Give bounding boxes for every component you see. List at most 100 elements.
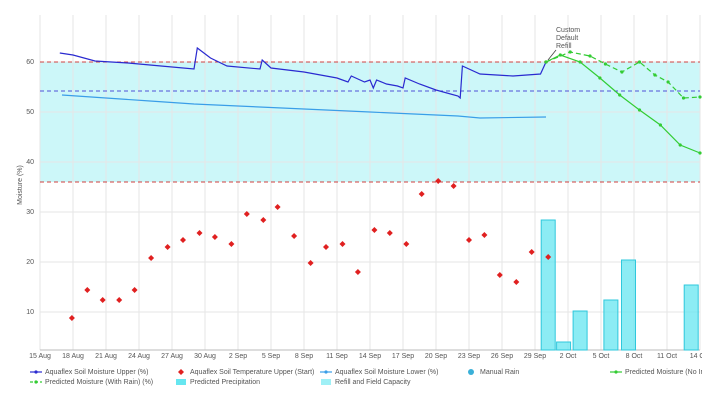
- x-tick-label: 8 Sep: [295, 353, 313, 360]
- legend-item: Predicted Moisture (With Rain) (%): [30, 379, 153, 386]
- x-tick-label: 27 Aug: [161, 353, 183, 360]
- scatter-point: [260, 217, 267, 223]
- y-tick-label: 50: [26, 109, 34, 116]
- x-tick-label: 26 Sep: [491, 353, 513, 360]
- series-point: [603, 62, 608, 66]
- series-point: [666, 80, 670, 84]
- scatter-point: [435, 178, 442, 184]
- scatter-point: [131, 287, 138, 293]
- legend-item: Aquaflex Soil Temperature Upper (Start): [178, 369, 314, 376]
- scatter-point: [148, 255, 155, 261]
- scatter-point: [243, 211, 250, 217]
- precipitation-bar: [540, 219, 556, 351]
- series-point: [618, 93, 622, 97]
- scatter-point: [354, 269, 361, 275]
- scatter-point: [68, 315, 75, 321]
- y-tick-label: 20: [26, 259, 34, 266]
- legend-item: Aquaflex Soil Moisture Upper (%): [30, 369, 149, 376]
- series-point: [588, 54, 592, 58]
- x-tick-label: 2 Sep: [229, 353, 247, 360]
- x-tick-label: 2 Oct: [560, 353, 577, 360]
- x-tick-label: 30 Aug: [194, 353, 216, 360]
- x-tick-label: 18 Aug: [62, 353, 84, 360]
- legend-label: Refill and Field Capacity: [335, 379, 411, 386]
- scatter-point: [418, 191, 425, 197]
- precipitation-bar: [621, 259, 636, 351]
- x-tick-label: 17 Sep: [392, 353, 414, 360]
- scatter-point: [274, 204, 281, 210]
- scatter-point: [196, 230, 203, 236]
- precipitation-bar: [603, 299, 619, 351]
- scatter-point: [386, 230, 393, 236]
- y-axis-label: Moisture (%): [17, 165, 24, 205]
- x-tick-label: 23 Sep: [458, 353, 480, 360]
- legend-label: Aquaflex Soil Moisture Lower (%): [335, 369, 439, 376]
- scatter-point: [180, 237, 186, 243]
- series-line: [61, 94, 547, 119]
- scatter-point: [211, 234, 218, 240]
- series-point: [598, 76, 602, 80]
- precipitation-bar: [572, 310, 588, 351]
- series-point: [698, 95, 702, 99]
- x-tick-label: 24 Aug: [128, 353, 150, 360]
- scatter-point: [99, 297, 106, 303]
- scatter-point: [339, 241, 346, 247]
- series-point: [653, 73, 657, 77]
- series-point: [658, 123, 663, 127]
- scatter-point: [528, 249, 535, 255]
- scatter-point: [323, 244, 329, 250]
- legend-label: Manual Rain: [480, 369, 519, 376]
- series-point: [678, 143, 682, 147]
- x-tick-label: 14 Sep: [359, 353, 381, 360]
- y-tick-label: 30: [26, 209, 34, 216]
- scatter-point: [228, 241, 235, 247]
- scatter-point: [496, 272, 503, 278]
- series-point: [637, 60, 642, 64]
- x-tick-label: 21 Aug: [95, 353, 117, 360]
- y-tick-label: 10: [26, 309, 34, 316]
- series-line: [545, 51, 701, 99]
- series-line: [59, 46, 547, 100]
- annotation: Refill: [556, 43, 572, 50]
- x-tick-label: 5 Sep: [262, 353, 280, 360]
- scatter-point: [481, 232, 488, 238]
- series-point: [568, 50, 572, 54]
- x-tick-label: 14 Oct: [690, 353, 702, 360]
- legend-swatch: [176, 379, 186, 385]
- x-tick-label: 29 Sep: [524, 353, 546, 360]
- scatter-point: [307, 260, 314, 266]
- legend-label: Aquaflex Soil Temperature Upper (Start): [190, 369, 314, 376]
- legend-swatch: [321, 379, 331, 385]
- legend-swatch: [614, 370, 618, 374]
- x-tick-label: 20 Sep: [425, 353, 447, 360]
- legend-label: Aquaflex Soil Moisture Upper (%): [45, 369, 149, 376]
- scatter-point: [164, 244, 171, 250]
- scatter-point: [513, 279, 520, 285]
- y-tick-label: 60: [26, 59, 34, 66]
- legend-swatch: [324, 370, 328, 374]
- x-tick-label: 5 Oct: [593, 353, 610, 360]
- legend-item: Predicted Moisture (No Irr) (%): [610, 369, 702, 376]
- x-tick-label: 11 Oct: [657, 353, 677, 360]
- series-point: [578, 60, 582, 64]
- scatter-point: [116, 297, 123, 303]
- y-tick-label: 40: [26, 159, 34, 166]
- series-point: [544, 60, 548, 64]
- legend-swatch: [34, 370, 38, 374]
- series-point: [637, 108, 642, 112]
- series-point: [620, 70, 624, 74]
- precipitation-bar: [556, 341, 572, 351]
- scatter-point: [545, 254, 552, 260]
- scatter-point: [403, 241, 410, 247]
- series-point: [698, 151, 702, 155]
- x-tick-label: 15 Aug: [29, 353, 51, 360]
- precipitation-bar: [683, 284, 699, 351]
- legend-swatch: [468, 369, 474, 375]
- legend-swatch: [178, 369, 184, 375]
- legend-swatch: [34, 380, 38, 384]
- legend-item: Refill and Field Capacity: [321, 379, 411, 386]
- annotation: Default: [556, 35, 578, 42]
- legend-label: Predicted Moisture (With Rain) (%): [45, 379, 153, 386]
- annotation-pointer: [547, 49, 557, 61]
